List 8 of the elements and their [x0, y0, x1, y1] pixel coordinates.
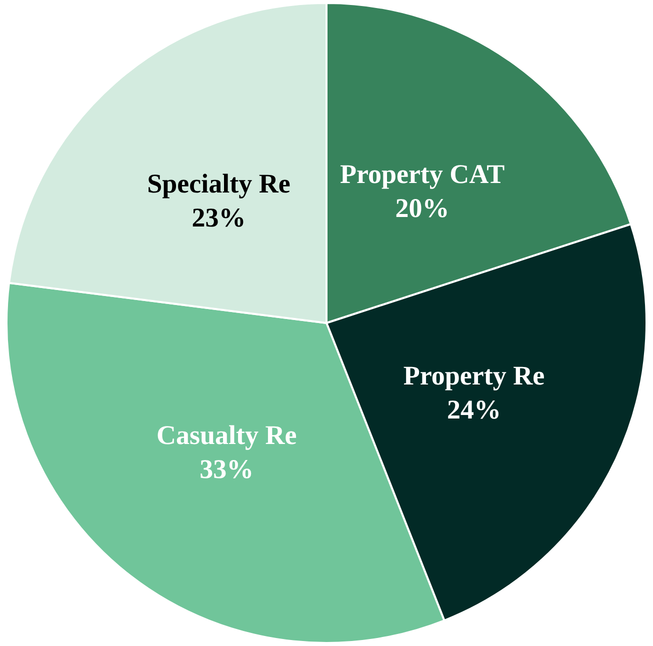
slice-label: Casualty Re	[156, 420, 297, 450]
data-label: 20%	[395, 193, 450, 224]
data-label: 24%	[446, 394, 501, 424]
slice-label: Property CAT	[340, 159, 505, 190]
data-label: 23%	[192, 202, 246, 233]
slice-label: Specialty Re	[147, 168, 290, 199]
slice-label: Property Re	[403, 360, 545, 390]
data-label: 33%	[200, 454, 254, 484]
